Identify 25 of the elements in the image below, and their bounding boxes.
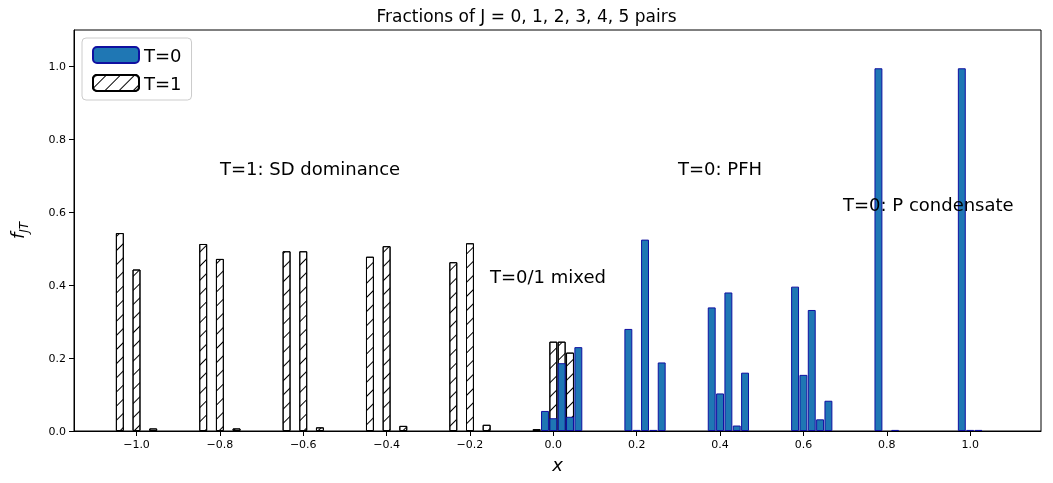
y-tick-label: 1.0	[48, 59, 66, 73]
y-tick-label: 0.0	[48, 424, 66, 438]
y-tick-label: 0.4	[48, 278, 66, 292]
y-tick-label: 0.6	[48, 205, 66, 219]
legend-label: T=0	[143, 44, 182, 66]
x-tick-label: −1.0	[123, 438, 150, 451]
y-tick-label: 0.8	[48, 132, 66, 146]
x-tick-label: 0.4	[711, 438, 729, 451]
chart-title: Fractions of J = 0, 1, 2, 3, 4, 5 pairs	[376, 5, 677, 26]
annotation: T=0/1 mixed	[489, 265, 606, 287]
annotation: T=0: PFH	[677, 157, 763, 179]
x-tick-label: 0.0	[544, 438, 563, 451]
x-tick-label: −0.6	[289, 438, 317, 451]
annotation: T=1: SD dominance	[219, 157, 401, 179]
x-tick-label: 0.6	[794, 438, 813, 451]
x-axis-title: x	[551, 453, 564, 475]
x-tick-label: 0.8	[878, 438, 896, 451]
x-tick-label: 0.2	[627, 438, 646, 451]
x-tick-label: −0.2	[456, 438, 484, 451]
x-tick-label: −0.8	[206, 438, 234, 451]
x-tick-label: 1.0	[961, 438, 979, 451]
y-axis-title: fJT	[6, 220, 31, 240]
x-tick-label: −0.4	[373, 438, 400, 451]
legend-label: T=1	[143, 72, 182, 94]
y-tick-label: 0.2	[48, 351, 66, 365]
